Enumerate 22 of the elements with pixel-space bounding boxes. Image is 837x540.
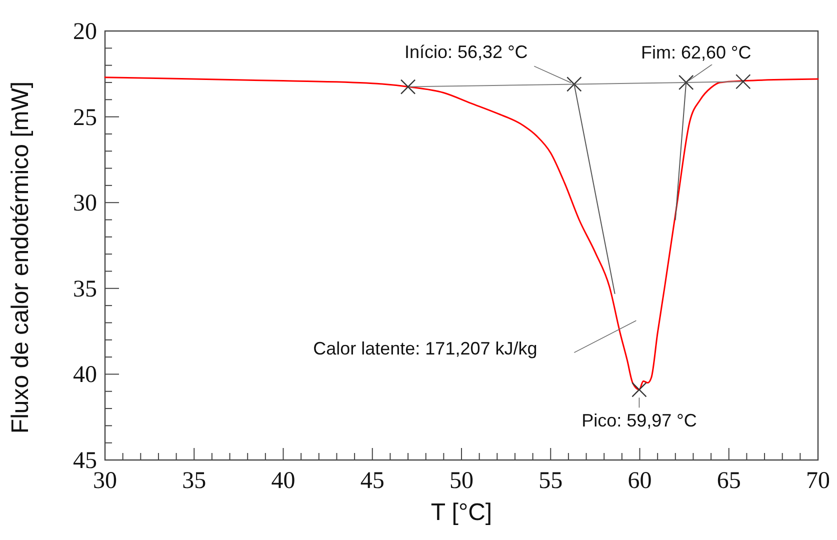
x-tick-label: 30 — [93, 468, 117, 494]
x-tick-label: 65 — [716, 468, 741, 494]
x-tick-label: 70 — [806, 468, 830, 494]
y-tick-label: 20 — [73, 19, 97, 45]
x-tick-label: 35 — [182, 468, 206, 494]
y-tick-label: 35 — [73, 276, 97, 302]
annotation: Fim: 62,60 °C — [640, 42, 752, 62]
x-tick-label: 45 — [360, 468, 384, 494]
y-tick-label: 30 — [73, 190, 97, 217]
x-tick-label: 60 — [628, 468, 652, 494]
y-tick-label: 25 — [73, 104, 97, 131]
x-tick-label: 50 — [450, 468, 474, 494]
point — [632, 382, 647, 398]
x-tick-label: 55 — [538, 468, 563, 494]
annotation: Pico: 59,97 °C — [582, 410, 697, 431]
y-tick-label: 40 — [73, 362, 97, 388]
line-series — [104, 76, 819, 390]
annotation: Início: 56,32 °C — [404, 42, 528, 62]
y-axis-title: Fluxo de calor endotérmico [mW] — [7, 81, 34, 434]
annotation: Calor latente: 171,207 kJ/kg — [313, 338, 538, 359]
x-axis-title: T [°C] — [430, 499, 492, 526]
x-tick-label: 40 — [271, 468, 296, 494]
